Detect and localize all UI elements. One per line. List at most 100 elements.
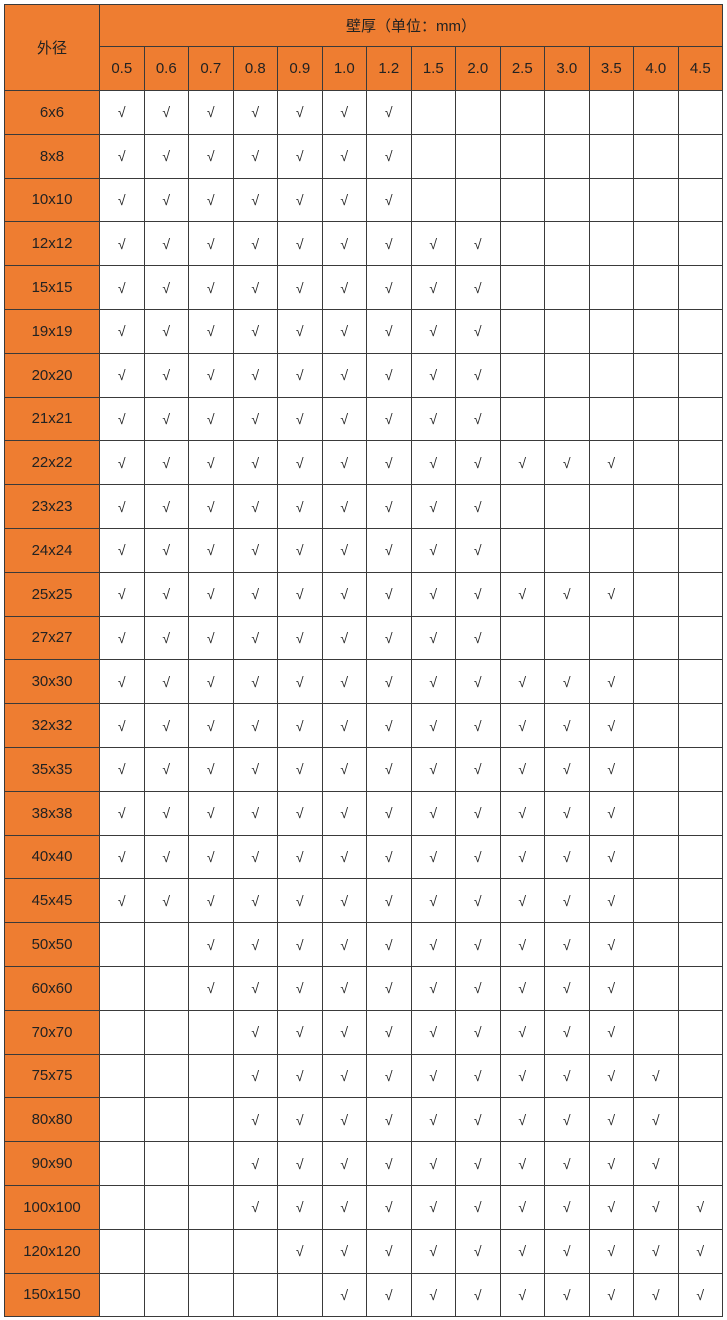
outer-diameter-label: 24x24	[4, 527, 100, 573]
table-row: 23x23 √ √ √ √ √ √ √ √ √	[4, 484, 723, 529]
available-mark-cell: √	[321, 133, 367, 179]
empty-cell	[455, 177, 501, 223]
empty-cell	[677, 527, 723, 573]
available-mark-cell: √	[188, 965, 234, 1011]
available-mark-cell: √	[499, 878, 545, 924]
available-mark-cell: √	[143, 90, 189, 135]
available-mark-cell: √	[366, 922, 412, 967]
available-mark-cell: √	[232, 396, 278, 442]
available-mark-cell: √	[366, 440, 412, 486]
thickness-column-header: 1.0	[321, 46, 367, 91]
available-mark-cell: √	[232, 1009, 278, 1055]
empty-cell	[633, 308, 679, 354]
available-mark-cell: √	[99, 703, 145, 748]
available-mark-cell: √	[188, 615, 234, 661]
table-row: 25x25 √ √ √ √ √ √ √ √ √ √ √ √	[4, 571, 723, 617]
available-mark-cell: √	[544, 790, 590, 836]
available-mark-cell: √	[633, 1097, 679, 1143]
available-mark-cell: √	[455, 1097, 501, 1143]
available-mark-cell: √	[143, 265, 189, 310]
available-mark-cell: √	[366, 484, 412, 529]
available-mark-cell: √	[321, 308, 367, 354]
available-mark-cell: √	[232, 834, 278, 880]
empty-cell	[677, 746, 723, 792]
available-mark-cell: √	[366, 1009, 412, 1055]
table-row: 30x30 √ √ √ √ √ √ √ √ √ √ √ √	[4, 659, 723, 705]
available-mark-cell: √	[232, 1184, 278, 1230]
available-mark-cell: √	[232, 746, 278, 792]
empty-cell	[633, 659, 679, 705]
empty-cell	[499, 352, 545, 398]
available-mark-cell: √	[99, 308, 145, 354]
available-mark-cell: √	[455, 1228, 501, 1274]
available-mark-cell: √	[99, 177, 145, 223]
available-mark-cell: √	[232, 133, 278, 179]
empty-cell	[633, 352, 679, 398]
empty-cell	[677, 177, 723, 223]
empty-cell	[588, 615, 634, 661]
outer-diameter-label: 27x27	[4, 615, 100, 661]
available-mark-cell: √	[455, 484, 501, 529]
empty-cell	[143, 1228, 189, 1274]
empty-cell	[544, 265, 590, 310]
available-mark-cell: √	[366, 90, 412, 135]
available-mark-cell: √	[410, 1097, 456, 1143]
table-row: 32x32 √ √ √ √ √ √ √ √ √ √ √ √	[4, 703, 723, 748]
available-mark-cell: √	[410, 1053, 456, 1099]
available-mark-cell: √	[188, 790, 234, 836]
empty-cell	[633, 221, 679, 267]
empty-cell	[99, 1272, 145, 1318]
available-mark-cell: √	[455, 1053, 501, 1099]
empty-cell	[99, 1053, 145, 1099]
table-body: 6x6 √ √ √ √ √ √ √ 8x8 √ √ √ √ √ √ √ 10x10 √ √ √ √ √ √ √ 12x12 √ √ √…	[4, 90, 723, 1318]
available-mark-cell: √	[366, 1097, 412, 1143]
empty-cell	[544, 615, 590, 661]
available-mark-cell: √	[455, 571, 501, 617]
empty-cell	[99, 1184, 145, 1230]
available-mark-cell: √	[455, 527, 501, 573]
available-mark-cell: √	[544, 878, 590, 924]
available-mark-cell: √	[232, 615, 278, 661]
thickness-column-header: 2.0	[455, 46, 501, 91]
available-mark-cell: √	[277, 527, 323, 573]
available-mark-cell: √	[366, 265, 412, 310]
available-mark-cell: √	[321, 834, 367, 880]
outer-diameter-label: 100x100	[4, 1184, 100, 1230]
available-mark-cell: √	[321, 265, 367, 310]
available-mark-cell: √	[321, 790, 367, 836]
empty-cell	[499, 308, 545, 354]
thickness-column-header: 2.5	[499, 46, 545, 91]
available-mark-cell: √	[455, 1009, 501, 1055]
outer-diameter-label: 120x120	[4, 1228, 100, 1274]
empty-cell	[588, 484, 634, 529]
available-mark-cell: √	[410, 265, 456, 310]
outer-diameter-label: 19x19	[4, 308, 100, 354]
table-row: 70x70 √ √ √ √ √ √ √ √ √	[4, 1009, 723, 1055]
table-row: 15x15 √ √ √ √ √ √ √ √ √	[4, 265, 723, 310]
empty-cell	[499, 527, 545, 573]
available-mark-cell: √	[677, 1184, 723, 1230]
empty-cell	[677, 965, 723, 1011]
spec-table: 外径 壁厚（单位：mm） 0.5 0.6 0.7 0.8 0.9 1.0 1.2 1.5 2.0…	[4, 4, 723, 1318]
available-mark-cell: √	[499, 1228, 545, 1274]
available-mark-cell: √	[366, 1228, 412, 1274]
empty-cell	[499, 90, 545, 135]
available-mark-cell: √	[277, 615, 323, 661]
available-mark-cell: √	[99, 746, 145, 792]
available-mark-cell: √	[455, 878, 501, 924]
empty-cell	[99, 1228, 145, 1274]
available-mark-cell: √	[321, 440, 367, 486]
available-mark-cell: √	[410, 1272, 456, 1318]
empty-cell	[677, 922, 723, 967]
available-mark-cell: √	[366, 571, 412, 617]
available-mark-cell: √	[366, 615, 412, 661]
available-mark-cell: √	[99, 527, 145, 573]
available-mark-cell: √	[232, 527, 278, 573]
outer-diameter-label: 75x75	[4, 1053, 100, 1099]
outer-diameter-label: 6x6	[4, 90, 100, 135]
available-mark-cell: √	[677, 1272, 723, 1318]
wall-thickness-header: 壁厚（单位：mm）	[99, 4, 723, 47]
available-mark-cell: √	[499, 1272, 545, 1318]
empty-cell	[633, 615, 679, 661]
available-mark-cell: √	[277, 1009, 323, 1055]
